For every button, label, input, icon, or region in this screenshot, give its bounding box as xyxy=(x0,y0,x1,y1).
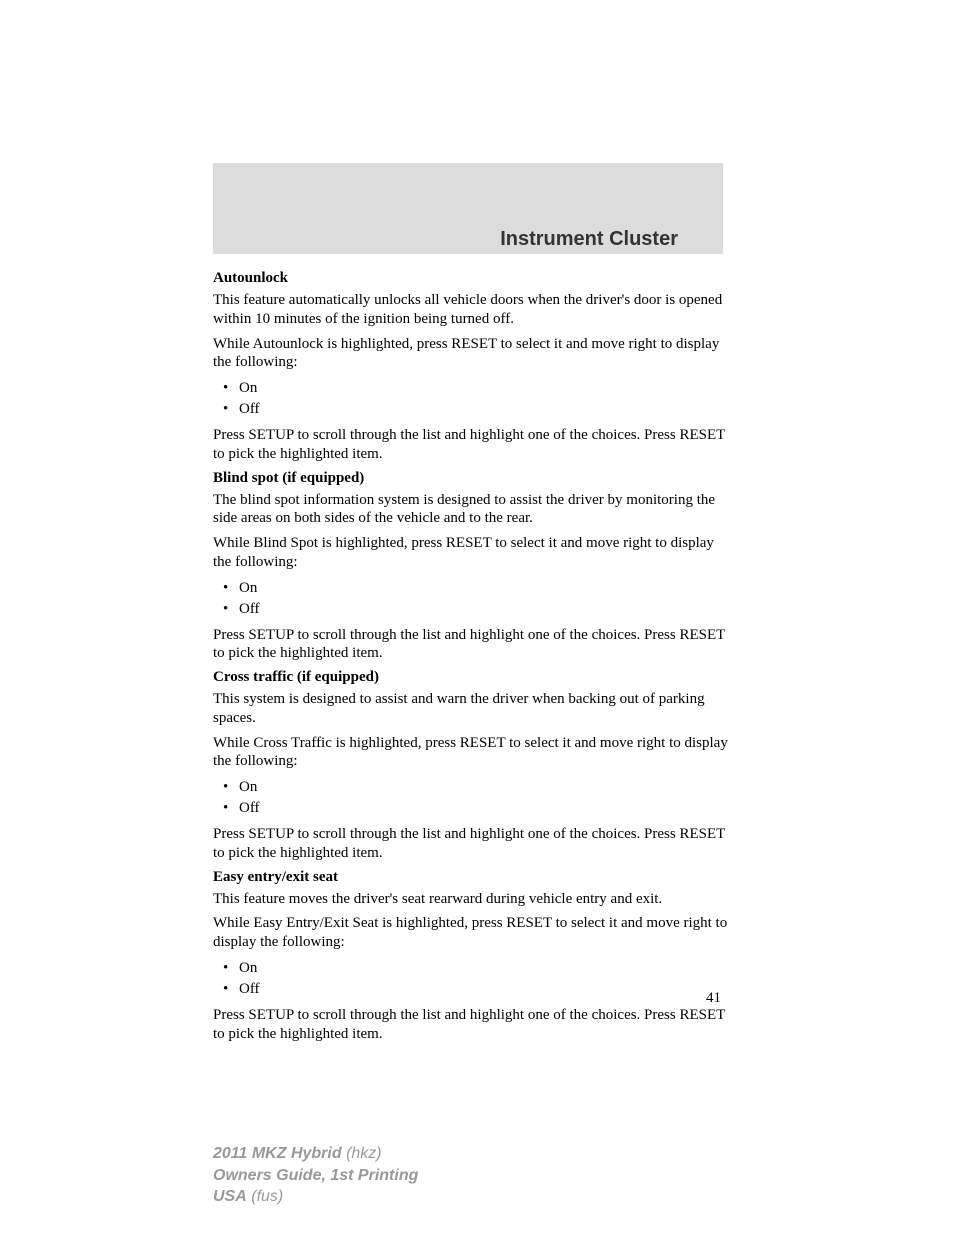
footer-line-1: 2011 MKZ Hybrid (hkz) xyxy=(213,1143,418,1165)
option-item: Off xyxy=(223,599,733,620)
options-list: On Off xyxy=(213,378,733,420)
feature-description: The blind spot information system is des… xyxy=(213,491,733,529)
feature-instruction-scroll: Press SETUP to scroll through the list a… xyxy=(213,426,733,464)
option-item: On xyxy=(223,378,733,399)
feature-heading: Cross traffic (if equipped) xyxy=(213,669,733,686)
content-area: Autounlock This feature automatically un… xyxy=(213,270,733,1049)
footer: 2011 MKZ Hybrid (hkz) Owners Guide, 1st … xyxy=(213,1143,418,1208)
feature-instruction-scroll: Press SETUP to scroll through the list a… xyxy=(213,1006,733,1044)
feature-instruction-select: While Autounlock is highlighted, press R… xyxy=(213,335,733,373)
option-item: Off xyxy=(223,798,733,819)
feature-crosstraffic: Cross traffic (if equipped) This system … xyxy=(213,669,733,863)
footer-guide: Owners Guide, 1st Printing xyxy=(213,1165,418,1187)
feature-instruction-select: While Easy Entry/Exit Seat is highlighte… xyxy=(213,914,733,952)
feature-instruction-select: While Blind Spot is highlighted, press R… xyxy=(213,534,733,572)
feature-description: This feature moves the driver's seat rea… xyxy=(213,890,733,909)
section-title: Instrument Cluster xyxy=(500,228,678,251)
feature-instruction-select: While Cross Traffic is highlighted, pres… xyxy=(213,734,733,772)
option-item: On xyxy=(223,578,733,599)
feature-autounlock: Autounlock This feature automatically un… xyxy=(213,270,733,464)
footer-country-code: (fus) xyxy=(251,1188,283,1205)
footer-line-3: USA (fus) xyxy=(213,1186,418,1208)
options-list: On Off xyxy=(213,578,733,620)
feature-description: This feature automatically unlocks all v… xyxy=(213,291,733,329)
page-container: Instrument Cluster Autounlock This featu… xyxy=(0,0,954,1235)
feature-blindspot: Blind spot (if equipped) The blind spot … xyxy=(213,470,733,664)
option-item: Off xyxy=(223,979,733,1000)
option-item: Off xyxy=(223,399,733,420)
feature-instruction-scroll: Press SETUP to scroll through the list a… xyxy=(213,626,733,664)
footer-model-code: (hkz) xyxy=(346,1145,382,1162)
options-list: On Off xyxy=(213,958,733,1000)
options-list: On Off xyxy=(213,777,733,819)
footer-model: 2011 MKZ Hybrid xyxy=(213,1145,342,1162)
option-item: On xyxy=(223,958,733,979)
feature-instruction-scroll: Press SETUP to scroll through the list a… xyxy=(213,825,733,863)
feature-heading: Autounlock xyxy=(213,270,733,287)
option-item: On xyxy=(223,777,733,798)
footer-country: USA xyxy=(213,1188,247,1205)
feature-description: This system is designed to assist and wa… xyxy=(213,690,733,728)
feature-heading: Easy entry/exit seat xyxy=(213,869,733,886)
page-number: 41 xyxy=(706,990,721,1007)
feature-easyentry: Easy entry/exit seat This feature moves … xyxy=(213,869,733,1044)
feature-heading: Blind spot (if equipped) xyxy=(213,470,733,487)
